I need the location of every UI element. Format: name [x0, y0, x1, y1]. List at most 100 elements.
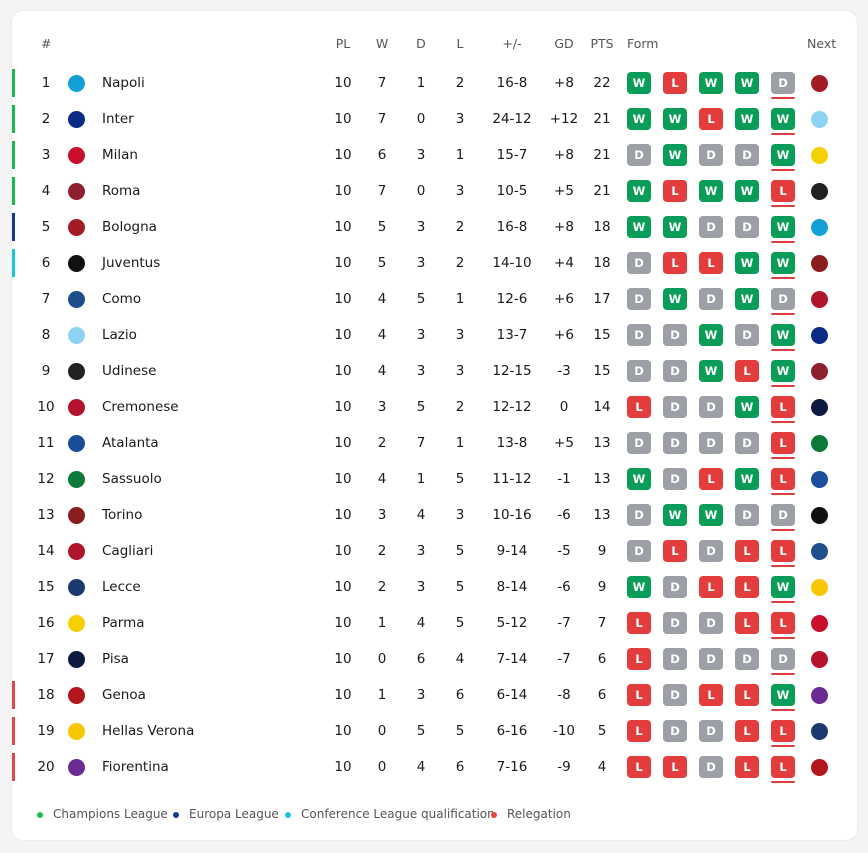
next-opponent-atalanta-icon[interactable] — [811, 471, 828, 488]
next-opponent-lazio-icon[interactable] — [811, 111, 828, 128]
header-won[interactable]: W — [375, 36, 389, 51]
form-badge[interactable]: W — [627, 108, 651, 130]
form-badge[interactable]: D — [699, 720, 723, 742]
next-opponent-inter-icon[interactable] — [811, 327, 828, 344]
form-badge[interactable]: D — [663, 324, 687, 346]
form-badge[interactable]: W — [663, 144, 687, 166]
next-opponent-parma-icon[interactable] — [811, 147, 828, 164]
form-badge[interactable]: L — [663, 756, 687, 778]
form-badge[interactable]: L — [627, 648, 651, 670]
form-badge[interactable]: D — [699, 756, 723, 778]
table-row[interactable]: 18 Genoa 10 1 3 6 6-14 -8 6 L D L L W — [12, 680, 859, 716]
form-badge[interactable]: D — [627, 432, 651, 454]
form-badge[interactable]: D — [735, 216, 759, 238]
form-badge[interactable]: D — [699, 432, 723, 454]
form-badge[interactable]: L — [627, 720, 651, 742]
next-opponent-juventus-icon[interactable] — [811, 507, 828, 524]
form-badge[interactable]: D — [735, 432, 759, 454]
form-badge[interactable]: L — [699, 576, 723, 598]
form-badge[interactable]: L — [771, 720, 795, 742]
team-name[interactable]: Como — [102, 291, 142, 307]
next-opponent-pisa-icon[interactable] — [811, 399, 828, 416]
form-badge[interactable]: W — [771, 324, 795, 346]
form-badge[interactable]: D — [627, 360, 651, 382]
team-name[interactable]: Genoa — [102, 687, 146, 703]
form-badge[interactable]: D — [663, 396, 687, 418]
form-badge[interactable]: D — [663, 468, 687, 490]
form-badge[interactable]: L — [627, 756, 651, 778]
form-badge[interactable]: W — [735, 468, 759, 490]
next-opponent-fiorentina-icon[interactable] — [811, 687, 828, 704]
table-row[interactable]: 6 Juventus 10 5 3 2 14-10 +4 18 D L L W W — [12, 248, 859, 284]
next-opponent-udinese-icon[interactable] — [811, 183, 828, 200]
form-badge[interactable]: D — [627, 288, 651, 310]
header-goal-diff[interactable]: GD — [554, 36, 574, 51]
form-badge[interactable]: D — [663, 612, 687, 634]
form-badge[interactable]: W — [699, 360, 723, 382]
team-name[interactable]: Atalanta — [102, 435, 159, 451]
form-badge[interactable]: L — [735, 684, 759, 706]
form-badge[interactable]: W — [735, 72, 759, 94]
team-name[interactable]: Inter — [102, 111, 134, 127]
form-badge[interactable]: D — [699, 288, 723, 310]
table-row[interactable]: 3 Milan 10 6 3 1 15-7 +8 21 D W D D W — [12, 140, 859, 176]
form-badge[interactable]: L — [771, 612, 795, 634]
table-row[interactable]: 15 Lecce 10 2 3 5 8-14 -6 9 W D L L W — [12, 572, 859, 608]
form-badge[interactable]: W — [771, 144, 795, 166]
table-row[interactable]: 7 Como 10 4 5 1 12-6 +6 17 D W D W D — [12, 284, 859, 320]
form-badge[interactable]: W — [699, 324, 723, 346]
team-name[interactable]: Pisa — [102, 651, 129, 667]
form-badge[interactable]: W — [663, 216, 687, 238]
form-badge[interactable]: D — [771, 288, 795, 310]
form-badge[interactable]: L — [735, 756, 759, 778]
table-row[interactable]: 8 Lazio 10 4 3 3 13-7 +6 15 D D W D W — [12, 320, 859, 356]
header-played[interactable]: PL — [335, 36, 351, 51]
form-badge[interactable]: W — [627, 468, 651, 490]
table-row[interactable]: 11 Atalanta 10 2 7 1 13-8 +5 13 D D D D L — [12, 428, 859, 464]
form-badge[interactable]: W — [627, 180, 651, 202]
form-badge[interactable]: L — [735, 540, 759, 562]
table-row[interactable]: 17 Pisa 10 0 6 4 7-14 -7 6 L D D D D — [12, 644, 859, 680]
form-badge[interactable]: D — [627, 324, 651, 346]
form-badge[interactable]: W — [735, 396, 759, 418]
form-badge[interactable]: W — [663, 108, 687, 130]
form-badge[interactable]: W — [771, 360, 795, 382]
team-name[interactable]: Parma — [102, 615, 145, 631]
team-name[interactable]: Napoli — [102, 75, 145, 91]
form-badge[interactable]: L — [699, 684, 723, 706]
form-badge[interactable]: L — [663, 180, 687, 202]
form-badge[interactable]: L — [771, 432, 795, 454]
form-badge[interactable]: D — [699, 396, 723, 418]
form-badge[interactable]: W — [627, 216, 651, 238]
form-badge[interactable]: L — [699, 252, 723, 274]
form-badge[interactable]: W — [771, 684, 795, 706]
form-badge[interactable]: D — [663, 360, 687, 382]
next-opponent-genoa-icon[interactable] — [811, 759, 828, 776]
table-row[interactable]: 1 Napoli 10 7 1 2 16-8 +8 22 W L W W D — [12, 68, 859, 104]
form-badge[interactable]: D — [663, 720, 687, 742]
form-badge[interactable]: L — [627, 684, 651, 706]
next-opponent-sassuolo-icon[interactable] — [811, 435, 828, 452]
form-badge[interactable]: D — [699, 216, 723, 238]
form-badge[interactable]: L — [771, 756, 795, 778]
form-badge[interactable]: D — [771, 504, 795, 526]
form-badge[interactable]: W — [627, 576, 651, 598]
form-badge[interactable]: D — [627, 540, 651, 562]
team-name[interactable]: Hellas Verona — [102, 723, 195, 739]
form-badge[interactable]: D — [663, 432, 687, 454]
team-name[interactable]: Fiorentina — [102, 759, 169, 775]
next-opponent-bologna-icon[interactable] — [811, 75, 828, 92]
form-badge[interactable]: D — [735, 324, 759, 346]
next-opponent-como-icon[interactable] — [811, 543, 828, 560]
table-row[interactable]: 4 Roma 10 7 0 3 10-5 +5 21 W L W W L — [12, 176, 859, 212]
header-points[interactable]: PTS — [590, 36, 614, 51]
team-name[interactable]: Udinese — [102, 363, 157, 379]
next-opponent-roma-icon[interactable] — [811, 363, 828, 380]
form-badge[interactable]: D — [627, 504, 651, 526]
table-row[interactable]: 13 Torino 10 3 4 3 10-16 -6 13 D W W D D — [12, 500, 859, 536]
form-badge[interactable]: L — [627, 612, 651, 634]
team-name[interactable]: Lecce — [102, 579, 141, 595]
form-badge[interactable]: W — [699, 180, 723, 202]
form-badge[interactable]: D — [699, 144, 723, 166]
form-badge[interactable]: L — [735, 720, 759, 742]
